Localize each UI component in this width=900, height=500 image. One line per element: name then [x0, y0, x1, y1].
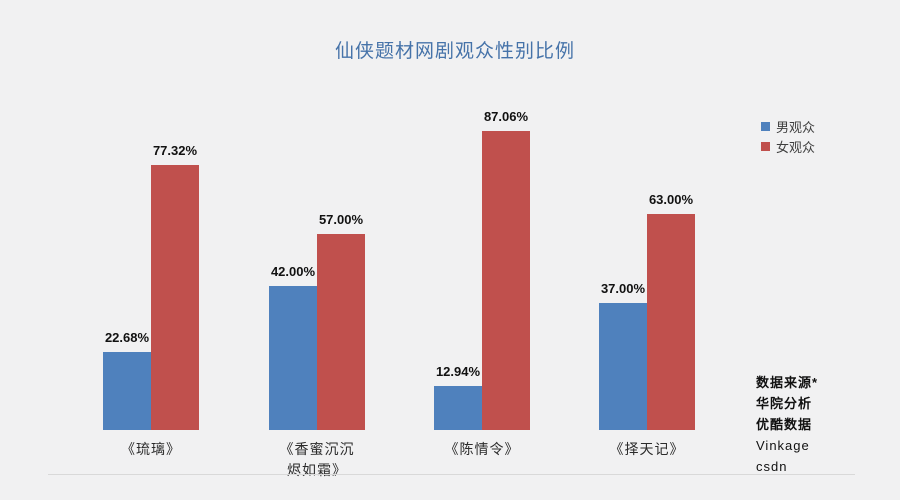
legend-item-female: 女观众: [761, 136, 815, 156]
chart-title: 仙侠题材网剧观众性别比例: [334, 41, 575, 62]
chart-legend: 男观众 女观众: [761, 116, 815, 156]
bar-value-label: 63.00%: [648, 191, 694, 207]
bar-female-0: [151, 164, 199, 430]
source-note-line: csdn: [756, 459, 788, 474]
legend-label: 男观众: [776, 119, 816, 135]
legend-swatch-icon: [761, 141, 770, 151]
bar-male-2: [434, 385, 482, 430]
category-label-0: 《琉璃》: [121, 441, 181, 457]
source-note-line: 优酷数据: [756, 417, 813, 432]
legend-item-male: 男观众: [761, 116, 815, 136]
bar-value-label: 77.32%: [152, 142, 198, 158]
bar-value-label: 12.94%: [435, 363, 481, 379]
bottom-axis-rule: [48, 474, 855, 475]
bar-value-label: 87.06%: [483, 109, 529, 125]
bar-female-1: [317, 234, 365, 430]
bar-male-3: [599, 303, 647, 430]
bar-value-label: 42.00%: [270, 263, 316, 279]
bar-value-label: 37.00%: [600, 281, 646, 297]
legend-swatch-icon: [761, 121, 770, 131]
category-label-3: 《择天记》: [609, 441, 685, 457]
bar-value-label: 22.68%: [104, 330, 150, 346]
bar-male-0: [103, 352, 151, 430]
bar-female-3: [647, 213, 695, 430]
bar-female-2: [482, 131, 530, 430]
source-note-line: 数据来源*: [756, 375, 819, 390]
source-note: 数据来源* 华院分析优酷数据 Vinkage csdn: [756, 372, 818, 477]
source-note-line: Vinkage: [756, 438, 810, 453]
bar-value-label: 57.00%: [318, 212, 364, 228]
source-note-line: 华院分析: [756, 396, 813, 411]
bar-male-1: [269, 285, 317, 430]
category-label-2: 《陈情令》: [444, 441, 520, 457]
legend-label: 女观众: [776, 139, 816, 155]
